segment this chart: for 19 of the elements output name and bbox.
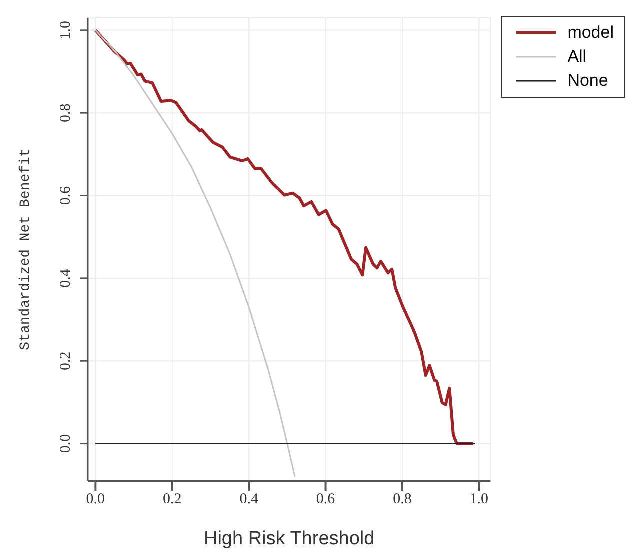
x-tick-label: 0.2 [163,492,182,508]
legend-label: None [568,71,608,91]
y-tick-label: 0.8 [58,104,74,122]
y-tick-label: 1.0 [58,21,74,40]
y-axis-title: Standardized Net Benefit [18,148,34,350]
line-series [94,28,475,446]
y-tick-label: 0.2 [58,352,74,370]
x-tick-label: 0.6 [316,492,336,508]
legend-label: model [568,23,614,43]
line-series [94,30,296,478]
y-tick-label: 0.6 [58,186,74,206]
y-tick-label: 0.4 [58,268,74,288]
y-tick-label: 0.0 [58,434,74,454]
x-tick-label: 0.8 [393,492,412,508]
legend-label: All [568,47,587,67]
x-axis-title: High Risk Threshold [204,528,375,550]
x-tick-label: 1.0 [470,492,489,508]
x-tick-label: 0.0 [86,492,106,508]
x-tick-label: 0.4 [240,492,259,508]
